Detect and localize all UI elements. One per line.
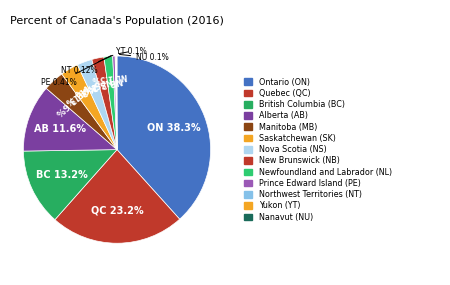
- Text: ON 38.3%: ON 38.3%: [147, 123, 201, 133]
- Text: SK 3.1%: SK 3.1%: [64, 78, 102, 105]
- Legend: Ontario (ON), Quebec (QC), British Columbia (BC), Alberta (AB), Manitoba (MB), S: Ontario (ON), Quebec (QC), British Colum…: [243, 76, 394, 223]
- Text: PE 0.41%: PE 0.41%: [41, 56, 111, 87]
- Text: YT 0.1%: YT 0.1%: [116, 47, 146, 56]
- Wedge shape: [104, 56, 117, 150]
- Text: QC 23.2%: QC 23.2%: [91, 205, 144, 215]
- Wedge shape: [117, 56, 211, 219]
- Wedge shape: [115, 56, 117, 150]
- Text: MB 3.6%: MB 3.6%: [54, 83, 90, 117]
- Wedge shape: [62, 65, 117, 150]
- Text: NU 0.1%: NU 0.1%: [119, 53, 169, 62]
- Wedge shape: [23, 150, 117, 220]
- Text: NL 1.5%: NL 1.5%: [92, 71, 128, 83]
- Wedge shape: [23, 88, 117, 151]
- Text: BC 13.2%: BC 13.2%: [36, 170, 88, 180]
- Text: NB 2.1%: NB 2.1%: [83, 75, 123, 92]
- Text: AB 11.6%: AB 11.6%: [34, 124, 86, 134]
- Wedge shape: [116, 56, 117, 150]
- Wedge shape: [112, 56, 117, 150]
- Wedge shape: [46, 74, 117, 150]
- Wedge shape: [92, 57, 117, 150]
- Text: NS 2.6%: NS 2.6%: [74, 76, 113, 97]
- Text: NT 0.12%: NT 0.12%: [61, 55, 113, 75]
- Wedge shape: [77, 60, 117, 150]
- Wedge shape: [55, 150, 180, 243]
- Title: Percent of Canada's Population (2016): Percent of Canada's Population (2016): [10, 16, 224, 26]
